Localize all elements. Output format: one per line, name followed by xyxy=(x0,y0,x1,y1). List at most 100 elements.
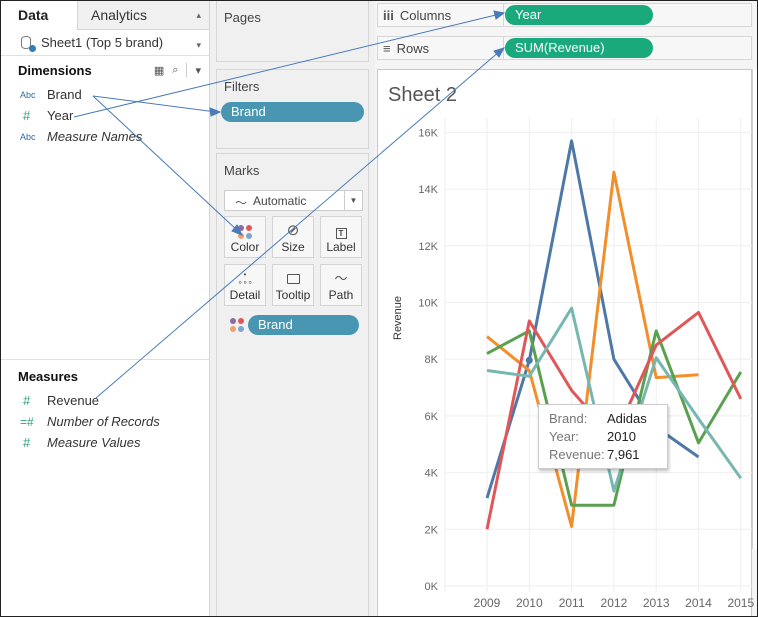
series-line[interactable] xyxy=(486,306,743,493)
y-tick-label: 4K xyxy=(425,468,439,480)
x-tick-label: 2012 xyxy=(601,596,628,610)
field-label: Number of Records xyxy=(47,414,160,429)
path-button[interactable]: 〜 Path xyxy=(320,264,362,306)
measures-section: Measures # Revenue =# Number of Records … xyxy=(0,359,209,453)
filter-pill-brand[interactable]: Brand xyxy=(221,102,364,122)
pages-title: Pages xyxy=(224,10,261,25)
dimensions-title: Dimensions xyxy=(18,62,92,78)
field-label: Measure Names xyxy=(47,129,143,144)
filters-title: Filters xyxy=(224,79,260,94)
label-button[interactable]: T Label xyxy=(320,216,362,258)
tab-analytics-label: Analytics xyxy=(91,7,148,23)
tab-analytics[interactable]: Analytics ▴ ▾ xyxy=(77,0,209,50)
color-dots-icon xyxy=(238,225,252,239)
field-brand[interactable]: Abc Brand xyxy=(0,84,209,105)
color-button[interactable]: Color xyxy=(224,216,266,258)
annotation-arrows xyxy=(73,10,506,399)
data-pane: Data Analytics ▴ ▾ Sheet1 (Top 5 brand) D… xyxy=(0,0,210,617)
speech-bubble-icon xyxy=(286,274,300,284)
rows-icon: ≡ xyxy=(383,41,391,56)
color-pill-brand[interactable]: Brand xyxy=(248,315,359,335)
marks-title: Marks xyxy=(224,163,260,178)
y-tick-label: 16K xyxy=(418,127,438,139)
x-tick-label: 2009 xyxy=(474,596,501,610)
tooltip: Brand: Adidas Year: 2010 Revenue: 7,961 xyxy=(538,404,668,469)
tooltip-revenue-value: 7,961 xyxy=(607,447,640,462)
path-line-icon: 〜 xyxy=(334,271,348,286)
field-label: Measure Values xyxy=(47,435,141,450)
field-measure-names[interactable]: Abc Measure Names xyxy=(0,126,209,147)
label-t-icon: T xyxy=(335,228,347,239)
field-label: Revenue xyxy=(47,393,100,408)
sort-arrows-icon[interactable]: ▴ ▾ xyxy=(196,10,201,50)
highlighted-point[interactable] xyxy=(525,356,533,364)
x-tick-label: 2011 xyxy=(559,596,585,610)
color-label: Color xyxy=(230,240,260,254)
label-label: Label xyxy=(326,240,356,254)
field-number-of-records[interactable]: =# Number of Records xyxy=(0,411,209,432)
gridlines xyxy=(444,118,752,592)
rows-pill-sum-revenue[interactable]: SUM(Revenue) xyxy=(505,38,653,58)
field-label: Brand xyxy=(47,87,82,102)
mark-type-value: Automatic xyxy=(253,193,307,208)
field-revenue[interactable]: # Revenue xyxy=(0,390,209,411)
tooltip-year-key: Year: xyxy=(549,429,579,444)
search-icon[interactable]: ⌕ xyxy=(172,63,179,76)
field-label: Year xyxy=(47,108,74,123)
color-dots-icon xyxy=(230,318,244,332)
viz-canvas[interactable]: Sheet 2 xyxy=(377,69,752,617)
chevron-down-icon[interactable]: ▾ xyxy=(195,64,201,77)
x-tick-label: 2014 xyxy=(685,596,712,610)
y-axis-ticks: 0K 2K 4K 6K 8K 10K 12K 14K 16K xyxy=(418,127,438,593)
x-axis-ticks: 2009 2010 2011 2012 2013 2014 2015 xyxy=(474,596,755,610)
columns-icon: iii xyxy=(383,8,394,23)
y-tick-label: 8K xyxy=(425,354,439,366)
field-year[interactable]: # Year xyxy=(0,105,209,126)
field-measure-values[interactable]: # Measure Values xyxy=(0,432,209,453)
number-type-icon: # xyxy=(23,435,31,450)
x-tick-label: 2010 xyxy=(516,596,543,610)
tooltip-label: Tooltip xyxy=(275,288,311,302)
tooltip-year-value: 2010 xyxy=(607,429,636,444)
view-list-icon[interactable]: ▦ xyxy=(153,64,165,77)
datasource-item[interactable]: Sheet1 (Top 5 brand) xyxy=(0,30,209,56)
series-line[interactable] xyxy=(486,329,743,507)
series-line[interactable] xyxy=(486,170,699,528)
marks-card: Marks 〜 Automatic ▼ Color ⊘ Size T Label… xyxy=(216,153,369,617)
detail-label: Detail xyxy=(229,288,261,302)
dimensions-header: Dimensions ▦ ⌕ ▾ xyxy=(0,56,209,84)
columns-shelf[interactable]: iii Columns Year xyxy=(377,3,752,27)
size-label: Size xyxy=(281,240,305,254)
detail-button[interactable]: • ∘∘∘ Detail xyxy=(224,264,266,306)
rows-shelf[interactable]: ≡ Rows SUM(Revenue) xyxy=(377,36,752,60)
shelf-pane: Pages Filters Brand Marks 〜 Automatic ▼ … xyxy=(210,0,375,617)
filters-shelf[interactable]: Filters Brand xyxy=(216,69,369,149)
tooltip-button[interactable]: Tooltip xyxy=(272,264,314,306)
rows-shelf-label: ≡ Rows xyxy=(383,41,430,56)
y-tick-label: 0K xyxy=(425,581,439,593)
y-tick-label: 14K xyxy=(418,184,438,196)
datasource-name: Sheet1 (Top 5 brand) xyxy=(41,35,164,50)
x-tick-label: 2015 xyxy=(727,596,754,610)
data-pane-tabs: Data Analytics ▴ ▾ xyxy=(0,0,209,50)
divider xyxy=(186,63,188,77)
chevron-down-icon[interactable]: ▼ xyxy=(344,191,362,210)
mark-type-dropdown[interactable]: 〜 Automatic ▼ xyxy=(224,190,363,211)
size-button[interactable]: ⊘ Size xyxy=(272,216,314,258)
y-tick-label: 2K xyxy=(425,524,439,536)
vertical-scrollbar[interactable] xyxy=(752,69,757,549)
measures-title: Measures xyxy=(18,368,78,384)
x-tick-label: 2013 xyxy=(643,596,670,610)
calculated-number-icon: =# xyxy=(20,414,34,429)
number-type-icon: # xyxy=(23,393,31,408)
line-mark-icon: 〜 xyxy=(235,196,248,210)
tooltip-brand-value: Adidas xyxy=(607,411,647,426)
sheet-title: Sheet 2 xyxy=(388,84,457,106)
tab-data[interactable]: Data xyxy=(0,0,77,30)
columns-pill-year[interactable]: Year xyxy=(505,5,653,25)
y-tick-label: 12K xyxy=(418,241,438,253)
y-tick-label: 6K xyxy=(425,411,439,423)
path-label: Path xyxy=(328,288,354,302)
string-type-icon: Abc xyxy=(20,131,36,142)
